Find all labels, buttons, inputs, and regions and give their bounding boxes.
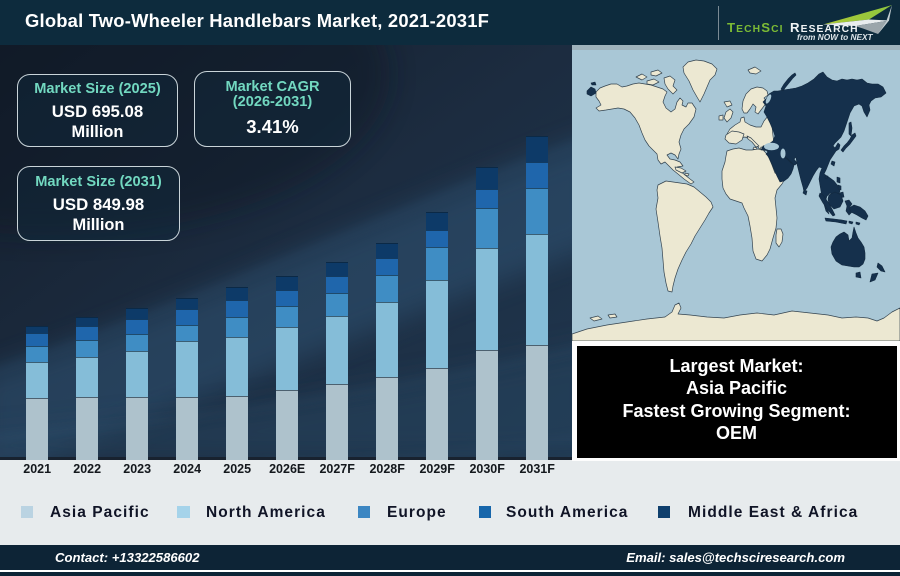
svg-text:RESEARCH: RESEARCH xyxy=(790,20,859,35)
svg-text:from NOW to NEXT: from NOW to NEXT xyxy=(797,32,874,42)
svg-text:TECHSCI: TECHSCI xyxy=(727,20,784,35)
